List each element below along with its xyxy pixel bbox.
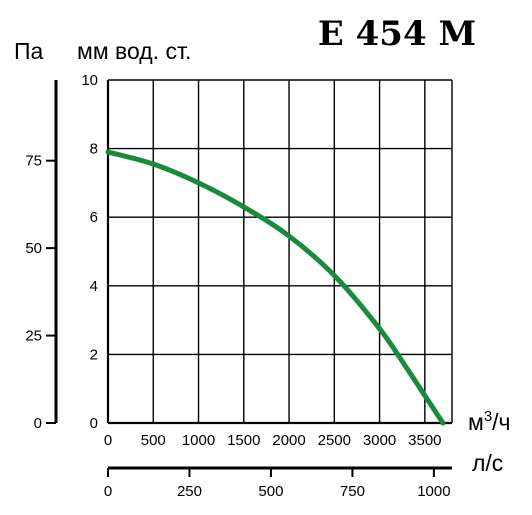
x-m3h-tick-label: 1500 xyxy=(227,432,260,449)
y-pa-tick-label: 25 xyxy=(25,328,42,345)
x-ls-axis: 0 250 500 750 1000 xyxy=(104,466,452,500)
x-ls-tick-label: 250 xyxy=(177,483,202,500)
x-m3h-tick-label: 3000 xyxy=(363,432,396,449)
plot-grid xyxy=(106,79,453,425)
curve-point xyxy=(286,233,292,239)
y-mm-tick-label: 0 xyxy=(90,415,98,432)
x-ls-tick-label: 0 xyxy=(104,483,112,500)
y-unit-pa-label: Па xyxy=(14,38,44,64)
x-ls-tick-label: 1000 xyxy=(417,483,450,500)
curve-point xyxy=(422,393,428,399)
x-m3h-tick-label: 2500 xyxy=(318,432,351,449)
x-m3h-tick-label: 500 xyxy=(141,432,166,449)
y-mm-tick-label: 6 xyxy=(90,209,98,226)
curve-point xyxy=(404,365,410,371)
x-m3h-tick-label: 0 xyxy=(104,432,112,449)
y-mm-tick-label: 10 xyxy=(81,72,98,89)
x-m3h-tick-label: 3500 xyxy=(408,432,441,449)
x-unit-m3h-label: м3/ч xyxy=(468,408,511,435)
x-m3h-tick-label: 2000 xyxy=(272,432,305,449)
curve-point xyxy=(331,273,337,279)
y-mm-tick-label: 4 xyxy=(90,278,98,295)
chart-title: E 454 M xyxy=(318,14,476,54)
y-mm-tick-labels: 0 2 4 6 8 10 xyxy=(81,72,98,432)
curve-point xyxy=(241,204,247,210)
curve-point xyxy=(196,180,202,186)
x-m3h-tick-label: 1000 xyxy=(182,432,215,449)
performance-curves xyxy=(105,149,446,426)
curve-point xyxy=(377,326,383,332)
curve-point xyxy=(105,149,111,155)
performance-curve-line xyxy=(105,149,446,426)
x-ls-tick-label: 500 xyxy=(258,483,283,500)
curve-point xyxy=(150,161,156,167)
y-pa-axis: 0 25 50 75 xyxy=(25,80,58,432)
curve-point xyxy=(440,420,446,426)
y-mm-tick-label: 2 xyxy=(90,346,98,363)
y-mm-tick-label: 8 xyxy=(90,141,98,158)
y-pa-tick-label: 75 xyxy=(25,153,42,170)
y-pa-tick-label: 50 xyxy=(25,240,42,257)
x-unit-ls-label: л/с xyxy=(472,450,503,476)
y-pa-tick-label: 0 xyxy=(34,415,42,432)
x-ls-tick-label: 750 xyxy=(340,483,365,500)
y-unit-mm-label: мм вод. ст. xyxy=(77,38,191,64)
x-m3h-tick-labels: 0 500 1000 1500 2000 2500 3000 3500 xyxy=(104,432,442,449)
